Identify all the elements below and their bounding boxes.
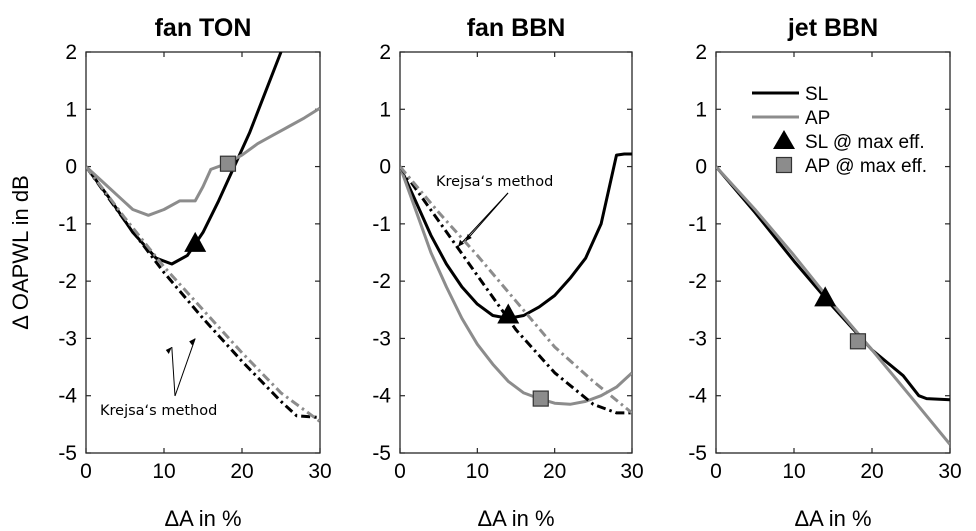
y-tick-label: 2 [695,41,707,64]
y-tick-label: -3 [372,327,391,350]
x-tick-label: 0 [394,460,406,483]
y-axis-label: Δ OAPWL in dB [8,175,33,330]
y-tick-label: -1 [688,213,707,236]
legend-entry-label: AP [805,108,830,129]
legend-entry-label: AP @ max eff. [805,156,927,177]
ap-max-eff-marker [532,390,549,407]
sl-max-eff-marker [814,286,837,307]
x-axis-label: ΔA in % [794,506,871,531]
series-line-ap [400,166,632,406]
y-tick-label: -2 [58,270,77,293]
y-tick-label: -5 [58,442,77,465]
x-tick-label: 10 [782,460,805,483]
arrow-head [465,234,472,242]
x-tick-label: 30 [938,460,961,483]
x-tick-label: 20 [543,460,566,483]
panel-title: jet BBN [787,14,878,42]
ap-max-eff-marker [219,155,237,172]
y-tick-label: 1 [379,98,391,121]
y-tick-label: 1 [695,98,707,121]
y-tick-label: 0 [65,156,77,179]
x-axis-label: ΔA in % [164,506,241,531]
y-tick-label: -2 [372,270,391,293]
annotation-arrow [465,192,509,242]
y-tick-label: -3 [688,327,707,350]
series-line-krejsa-sl [400,165,632,415]
y-tick-label: -2 [688,270,707,293]
legend: SL AP SL @ max eff. AP @ max eff. [752,84,927,177]
sl-max-eff-marker [497,303,520,324]
series-line-krejsa-ap [400,165,632,415]
arrow-head [189,338,196,346]
y-tick-label: 2 [65,41,77,64]
legend-swatch-sl-max-eff [773,130,795,149]
krejsa-annotation: Krejsa‘s method [436,174,553,190]
y-tick-label: -4 [58,385,77,408]
x-tick-label: 10 [152,460,175,483]
x-tick-label: 10 [466,460,489,483]
plot-frame [85,51,321,454]
x-tick-label: 30 [620,460,643,483]
y-tick-label: 0 [379,156,391,179]
y-tick-label: -1 [372,213,391,236]
y-tick-label: 2 [379,41,391,64]
x-tick-label: 0 [710,460,722,483]
y-tick-label: -1 [58,213,77,236]
panel-title: fan TON [155,14,252,42]
y-tick-label: 1 [65,98,77,121]
y-tick-label: -4 [372,385,391,408]
series-line-krejsa-ap [86,165,320,423]
y-tick-label: -5 [688,442,707,465]
panel-title: fan BBN [467,14,566,42]
legend-swatch-ap-max-eff [775,156,793,174]
series-line-sl [400,152,632,320]
sl-max-eff-marker [184,231,207,252]
x-axis-label: ΔA in % [477,506,554,531]
x-tick-label: 20 [860,460,883,483]
ap-max-eff-marker [849,333,867,350]
x-tick-label: 30 [308,460,331,483]
series-line-ap [86,106,320,217]
legend-entry-label: SL [805,84,828,105]
y-tick-label: 0 [695,156,707,179]
arrow-head [165,347,172,355]
series-line-krejsa-sl [86,165,320,419]
krejsa-annotation: Krejsa‘s method [100,403,217,419]
x-tick-label: 0 [80,460,92,483]
y-tick-label: -3 [58,327,77,350]
legend-entry-label: SL @ max eff. [805,132,925,153]
y-tick-label: -5 [372,442,391,465]
arrow-head [458,239,464,247]
annotation-arrow [171,346,176,397]
annotation-arrow [174,338,196,397]
x-tick-label: 20 [230,460,253,483]
y-tick-label: -4 [688,385,707,408]
plot-frame [399,51,633,454]
